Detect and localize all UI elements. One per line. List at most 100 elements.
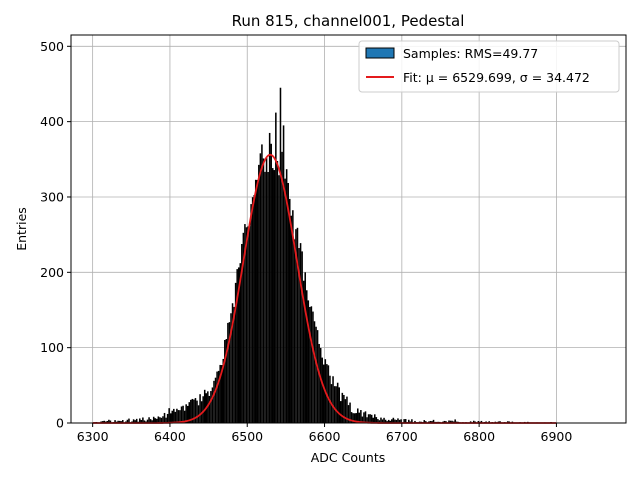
histogram-bar <box>287 183 289 423</box>
histogram-bar <box>278 175 280 423</box>
histogram-bar <box>117 420 119 423</box>
y-tick-label: 0 <box>56 416 64 431</box>
histogram-bar <box>443 420 446 423</box>
histogram-bar <box>346 396 348 423</box>
histogram-bar <box>358 412 361 423</box>
y-tick-label: 100 <box>40 340 64 355</box>
histogram-bar <box>250 204 252 423</box>
histogram-bar <box>214 377 217 423</box>
histogram-bar <box>318 343 320 423</box>
histogram-bar <box>332 376 334 423</box>
legend-box <box>358 40 620 93</box>
histogram-bar <box>302 280 305 423</box>
histogram-bar <box>268 132 271 423</box>
x-axis-label: ADC Counts <box>311 450 386 465</box>
x-tick-label: 6700 <box>386 429 418 444</box>
histogram-bar <box>179 410 181 423</box>
histogram-bar <box>309 306 311 423</box>
histogram-bar <box>353 413 356 423</box>
histogram-bar <box>392 417 395 423</box>
histogram-bar <box>166 413 169 423</box>
histogram-bar <box>228 322 231 423</box>
histogram-bar <box>234 282 237 423</box>
histogram-bar <box>281 151 283 423</box>
histogram-bar <box>275 112 277 423</box>
histogram-bar <box>307 300 310 423</box>
histogram-bar <box>140 419 143 423</box>
x-tick-label: 6500 <box>231 429 263 444</box>
histogram-bar <box>285 169 288 423</box>
histogram-bar <box>227 322 229 423</box>
histogram-bar <box>403 419 405 423</box>
histogram-bar <box>429 420 432 423</box>
histogram-bar <box>387 419 390 423</box>
histogram-bar <box>329 375 331 423</box>
histogram-bar <box>335 386 337 423</box>
histogram-bar <box>295 229 297 423</box>
histogram-bar <box>360 410 362 423</box>
histogram-bar <box>142 417 144 423</box>
histogram-bar <box>176 408 178 423</box>
histogram-bar <box>151 420 153 423</box>
histogram-bar <box>139 418 141 423</box>
histogram-bar <box>202 396 204 423</box>
histogram-bar <box>208 395 211 423</box>
histogram-bar <box>384 419 387 423</box>
histogram-bar <box>343 394 345 423</box>
histogram-bar <box>322 364 325 423</box>
histogram-bar <box>284 178 286 423</box>
histogram-bar <box>210 391 212 423</box>
histogram-bar <box>128 418 130 423</box>
histogram-bar <box>363 412 365 423</box>
histogram-bar <box>162 416 164 423</box>
histogram-bar <box>106 420 109 423</box>
histogram-bar <box>397 418 399 423</box>
histogram-bar <box>411 419 413 423</box>
histogram-bar <box>282 125 285 423</box>
histogram-bar <box>451 420 453 423</box>
histogram-bar <box>267 171 269 423</box>
histogram-bar <box>245 227 248 423</box>
histogram-bar <box>171 410 174 423</box>
histogram-bar <box>374 414 376 423</box>
histogram-bar <box>313 321 316 423</box>
histogram-bar <box>230 313 232 423</box>
histogram-bar <box>333 386 336 423</box>
histogram-bar <box>177 410 180 423</box>
histogram-bar <box>301 251 303 423</box>
histogram-bar <box>248 226 251 423</box>
histogram-bar <box>174 411 177 423</box>
histogram-bar <box>120 421 123 423</box>
x-tick-label: 6300 <box>77 429 109 444</box>
histogram-bar <box>347 405 350 423</box>
histogram-bar <box>265 158 268 424</box>
histogram-bar <box>258 164 260 424</box>
histogram-bar <box>103 420 106 423</box>
histogram-bar <box>194 398 197 423</box>
histogram-bar <box>197 405 200 423</box>
plot-frame <box>70 34 627 424</box>
histogram-bar <box>344 399 347 423</box>
histogram-bar <box>375 417 378 423</box>
histogram-bar <box>338 387 340 423</box>
histogram-bar <box>182 405 184 423</box>
histogram-bar <box>262 158 265 423</box>
histogram-bar <box>352 413 354 423</box>
y-tick-label: 400 <box>40 114 64 129</box>
histogram-bar <box>152 416 155 423</box>
histogram-bar <box>472 420 475 423</box>
histogram-bar <box>400 419 402 423</box>
histogram-bar <box>211 387 214 423</box>
histogram-bar <box>216 371 218 423</box>
histogram-bar <box>449 420 452 423</box>
histogram-bar <box>448 420 450 423</box>
histogram-bar <box>242 232 245 423</box>
histogram-bar <box>372 417 375 423</box>
histogram-bar <box>380 417 382 423</box>
y-axis-label: Entries <box>14 207 29 251</box>
histogram-bar <box>256 179 259 423</box>
histogram-bar <box>316 330 319 423</box>
histogram-bar <box>219 364 221 423</box>
y-axis-ticks: 0 100 200 300 400 500 <box>40 39 71 431</box>
histogram-bar <box>122 420 124 423</box>
